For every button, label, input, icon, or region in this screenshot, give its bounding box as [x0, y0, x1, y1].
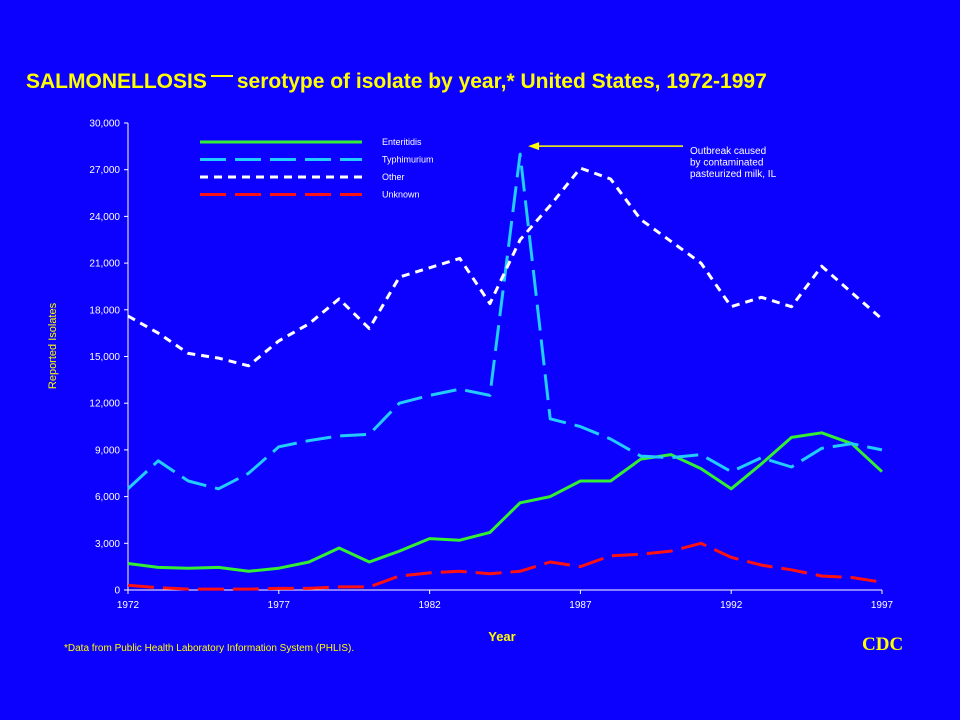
y-tick-label: 21,000 [89, 259, 120, 270]
y-tick-label: 6,000 [95, 492, 120, 503]
title-main: SALMONELLOSIS [26, 70, 207, 93]
series-line-typhimurium [126, 152, 883, 491]
y-tick-label: 18,000 [89, 305, 120, 316]
x-tick-label: 1992 [720, 600, 743, 611]
y-tick-label: 9,000 [95, 445, 120, 456]
annotation-arrowhead [528, 142, 540, 151]
series-line-unknown [127, 541, 883, 591]
y-tick-label: 12,000 [89, 399, 120, 410]
chart-title: SALMONELLOSIS serotype of isolate by year… [26, 70, 767, 94]
x-tick-label: 1972 [117, 600, 140, 611]
annotation-text: Outbreak caused [690, 146, 766, 157]
footnote: *Data from Public Health Laboratory Info… [64, 643, 355, 654]
annotation-text: pasteurized milk, IL [690, 169, 777, 180]
series-line-enteritidis [127, 431, 884, 573]
x-tick-label: 1987 [569, 600, 592, 611]
y-tick-label: 3,000 [95, 539, 120, 550]
x-axis-title: Year [488, 629, 515, 644]
x-tick-label: 1982 [418, 600, 441, 611]
legend-label-unknown: Unknown [382, 190, 420, 200]
y-tick-label: 15,000 [89, 352, 120, 363]
y-axis-title: Reported Isolates [47, 302, 59, 389]
y-tick-label: 0 [114, 586, 120, 597]
y-tick-label: 27,000 [89, 165, 120, 176]
legend-label-enteritidis: Enteritidis [382, 137, 422, 147]
title-rest: serotype of isolate by year,* United Sta… [236, 70, 767, 93]
x-tick-label: 1977 [268, 600, 291, 611]
title-dash [210, 75, 233, 78]
legend: Enteritidis Typhimurium Other Unknown [200, 137, 434, 200]
cdc-logo: CDC [862, 634, 904, 655]
annotation-text: by contaminated [690, 158, 763, 169]
y-tick-label: 24,000 [89, 212, 120, 223]
ticks: 0 3,000 6,000 9,000 12,000 15,000 18,000 21,000… [89, 119, 893, 612]
legend-label-typhimurium: Typhimurium [382, 155, 434, 165]
y-tick-label: 30,000 [89, 119, 120, 130]
series-lines [126, 152, 884, 591]
legend-label-other: Other [382, 172, 405, 182]
x-tick-label: 1997 [871, 600, 894, 611]
